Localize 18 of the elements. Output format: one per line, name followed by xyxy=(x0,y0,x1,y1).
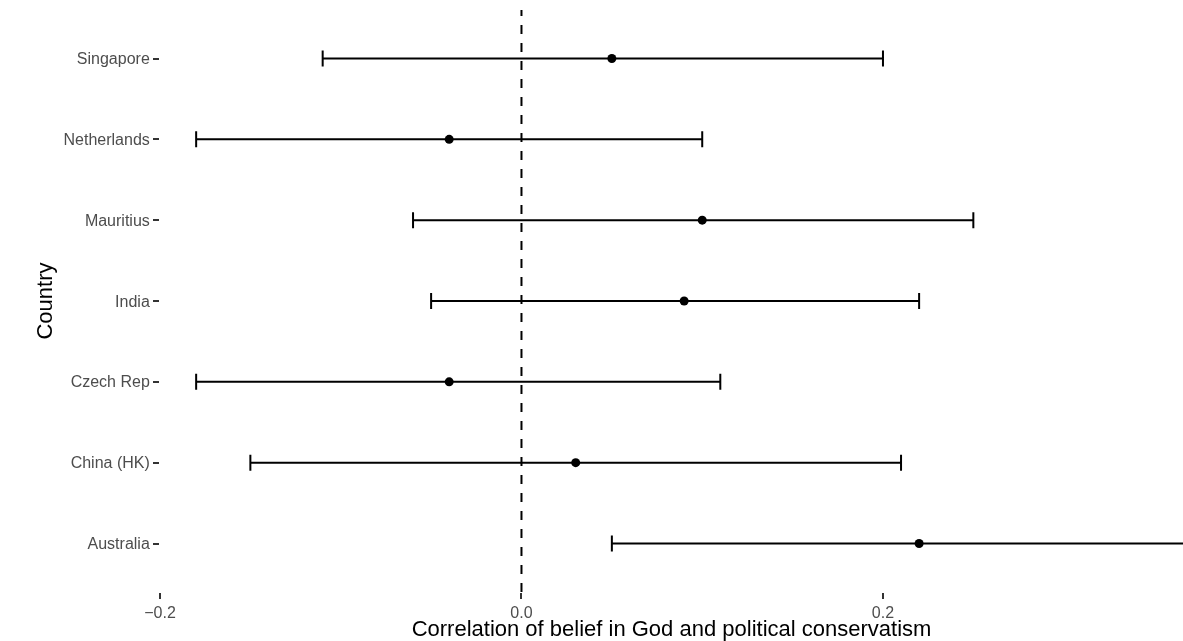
text: 0.0 xyxy=(510,604,533,622)
y-tick-label: China (HK) xyxy=(70,454,150,472)
y-tick-label: Czech Rep xyxy=(70,373,150,391)
point xyxy=(697,215,707,225)
x-tick-label: 0.2 xyxy=(871,604,895,622)
point xyxy=(607,54,617,63)
y-tick-label: India xyxy=(115,292,150,310)
point xyxy=(571,458,581,468)
x-tick-label: −0.2 xyxy=(144,604,176,622)
y-axis-title: Country xyxy=(32,262,58,340)
point xyxy=(444,377,454,387)
y-tick-label: Australia xyxy=(87,535,150,553)
y-tick-label: Netherlands xyxy=(63,130,150,148)
y-tick-label: Mauritius xyxy=(84,211,150,229)
point xyxy=(914,539,924,548)
point xyxy=(444,134,454,144)
point xyxy=(679,296,689,306)
y-tick-label: Singapore xyxy=(76,50,150,68)
